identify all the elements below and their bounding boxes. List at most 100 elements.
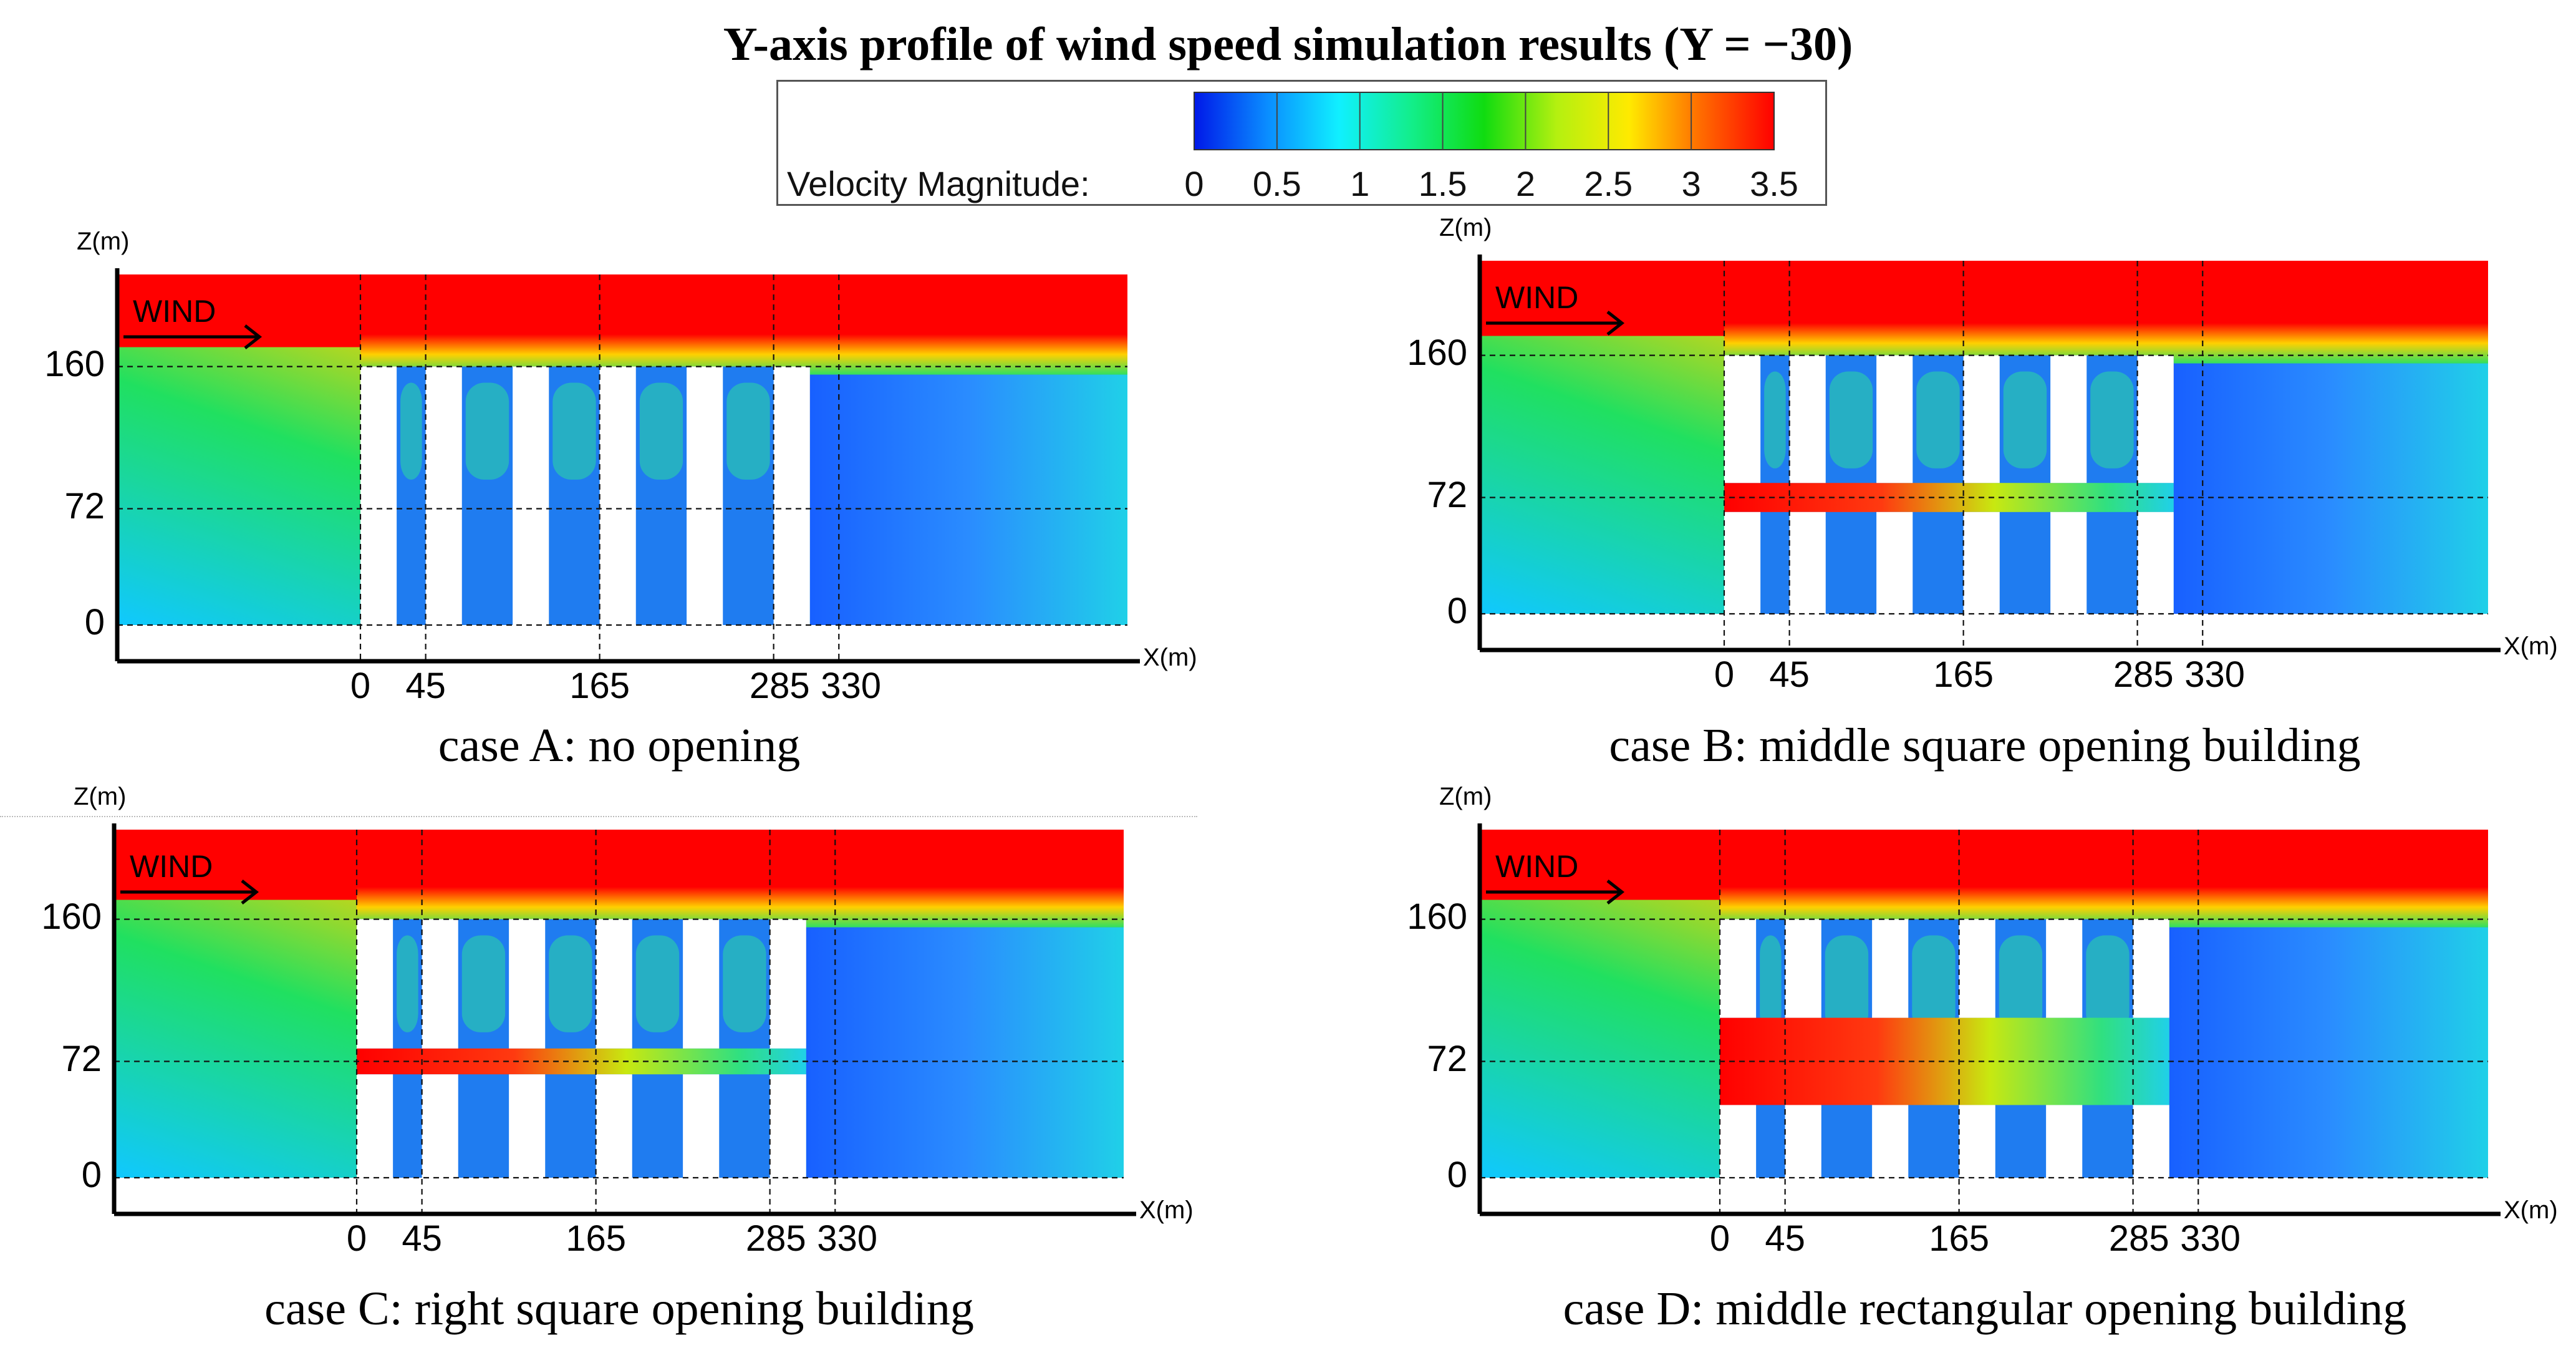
recirculation-zone: [726, 382, 770, 480]
building-3-upper: [1876, 355, 1913, 483]
x-axis-title: X(m): [2504, 633, 2558, 660]
wake-region: [2173, 363, 2488, 614]
wake-region: [2169, 927, 2488, 1178]
panel-caption: case B: middle square opening building: [1609, 719, 2361, 772]
recirculation-zone: [1764, 371, 1786, 468]
x-tick-label: 0: [1709, 1218, 1730, 1259]
recirculation-zone: [465, 382, 509, 480]
building-6-upper: [2133, 919, 2169, 1018]
recirculation-zone: [400, 382, 422, 480]
building-6-lower: [769, 1074, 806, 1178]
wind-arrow-head: [244, 324, 263, 349]
legend-tick-label: 1: [1350, 164, 1370, 203]
legend-tick-label: 0.5: [1252, 164, 1301, 203]
x-axis-title: X(m): [2504, 1196, 2558, 1224]
recirculation-zone: [1999, 935, 2043, 1032]
recirculation-zone: [639, 382, 683, 480]
building-5-lower: [683, 1074, 720, 1178]
building-4: [599, 366, 636, 625]
building-4-lower: [1963, 512, 2000, 614]
opening-jet: [357, 1048, 806, 1075]
z-axis-title: Z(m): [77, 228, 130, 255]
x-tick-label: 45: [405, 666, 446, 706]
building-4-upper: [596, 919, 632, 1049]
building-1-upper: [1724, 355, 1761, 483]
x-tick-label: 330: [817, 1218, 877, 1259]
building-1: [360, 366, 397, 625]
z-tick-label: 0: [1447, 591, 1467, 631]
building-6-upper: [769, 919, 806, 1049]
wind-label: WIND: [130, 849, 213, 884]
z-axis-title: Z(m): [1439, 214, 1492, 241]
x-axis-title: X(m): [1139, 1196, 1194, 1224]
x-tick-label: 285: [745, 1218, 806, 1259]
building-3-lower: [1872, 1105, 1909, 1178]
recirculation-zone: [461, 935, 506, 1032]
panel-caption: case D: middle rectangular opening build…: [1563, 1283, 2407, 1335]
panel-caption: case A: no opening: [438, 719, 801, 772]
z-tick-label: 160: [41, 896, 102, 937]
building-3-lower: [1876, 512, 1913, 614]
x-tick-label: 285: [2113, 654, 2174, 695]
recirculation-zone: [1912, 935, 1956, 1032]
recirculation-zone: [397, 935, 418, 1032]
z-tick-label: 72: [1427, 1038, 1467, 1079]
x-tick-label: 285: [749, 666, 810, 706]
recirculation-zone: [549, 935, 592, 1032]
building-5-lower: [2046, 1105, 2083, 1178]
building-5-upper: [2046, 919, 2083, 1018]
recirculation-zone: [2003, 371, 2047, 468]
wake-region: [806, 927, 1124, 1178]
building-3-upper: [509, 919, 546, 1049]
x-tick-label: 165: [566, 1218, 627, 1259]
building-6-lower: [2137, 512, 2174, 614]
building-1-upper: [357, 919, 393, 1049]
legend-tick-label: 3: [1681, 164, 1701, 203]
x-tick-label: 0: [346, 1218, 367, 1259]
building-2: [425, 366, 462, 625]
recirculation-zone: [2086, 935, 2130, 1032]
z-axis-title: Z(m): [1439, 783, 1492, 810]
legend-tick-label: 1.5: [1418, 164, 1467, 203]
wind-label: WIND: [1495, 280, 1579, 315]
legend-label: Velocity Magnitude:: [787, 164, 1090, 203]
building-5-upper: [2050, 355, 2087, 483]
building-4-lower: [1959, 1105, 1995, 1178]
wake-region: [809, 374, 1127, 625]
building-1-lower: [1724, 512, 1761, 614]
wind-arrow-head: [241, 880, 259, 905]
legend-tick-label: 3.5: [1750, 164, 1798, 203]
x-tick-label: 45: [402, 1218, 442, 1259]
z-tick-label: 0: [1447, 1155, 1467, 1195]
building-2-lower: [422, 1074, 458, 1178]
recirculation-zone: [635, 935, 680, 1032]
chart-title: Y-axis profile of wind speed simulation …: [723, 18, 1853, 70]
colorbar: [1194, 92, 1775, 150]
building-5: [687, 366, 723, 625]
panel-caption: case C: right square opening building: [264, 1283, 974, 1335]
z-tick-label: 72: [1427, 474, 1467, 515]
x-tick-label: 330: [2180, 1218, 2241, 1259]
x-tick-label: 330: [2184, 654, 2245, 695]
wind-arrow-head: [1606, 880, 1625, 905]
building-4-lower: [596, 1074, 632, 1178]
wind-label: WIND: [133, 294, 216, 329]
building-2-upper: [422, 919, 458, 1049]
recirculation-zone: [1916, 371, 1960, 468]
z-tick-label: 0: [84, 602, 105, 643]
z-tick-label: 0: [81, 1155, 102, 1195]
recirculation-zone: [2090, 371, 2134, 468]
building-6-lower: [2133, 1105, 2169, 1178]
x-tick-label: 330: [821, 666, 881, 706]
building-4-upper: [1963, 355, 2000, 483]
legend-tick-label: 0: [1184, 164, 1204, 203]
building-2-upper: [1789, 355, 1826, 483]
panel-B: [1477, 255, 2501, 652]
x-tick-label: 45: [1769, 654, 1810, 695]
recirculation-zone: [1825, 935, 1869, 1032]
panel-separator: [0, 816, 1197, 817]
panel-C: [112, 823, 1136, 1216]
wind-arrow-head: [1606, 311, 1625, 336]
